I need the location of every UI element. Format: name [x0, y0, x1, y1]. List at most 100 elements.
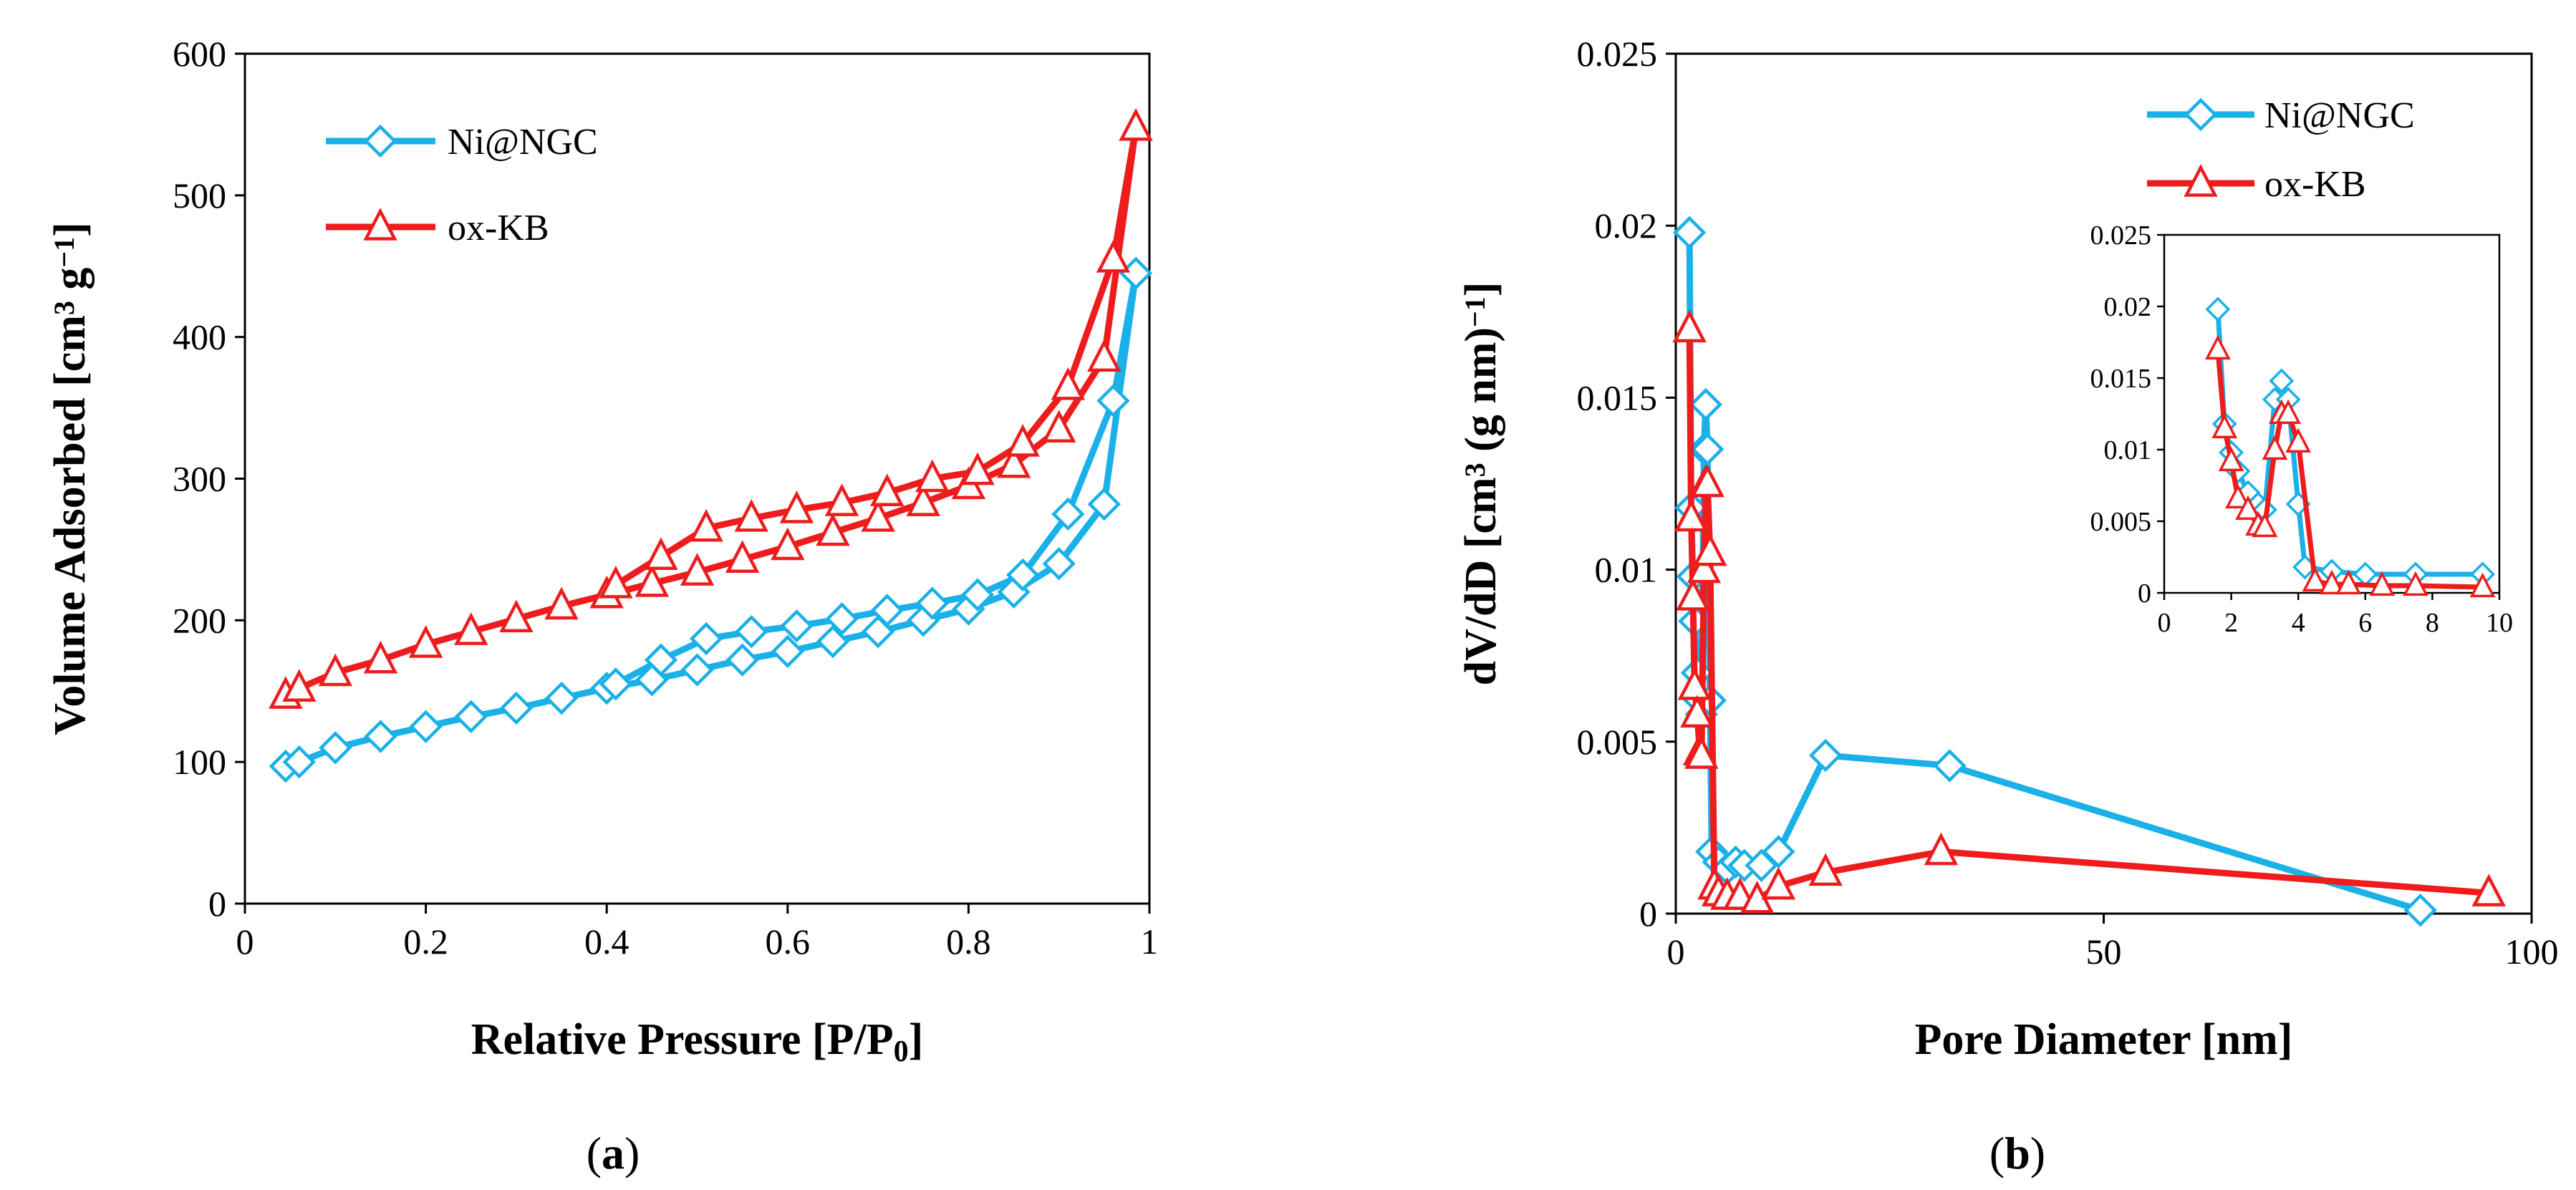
- panel-a-y-axis-title: Volume Adsorbed [cm3 g−1]: [46, 222, 95, 735]
- inset-ytick-label-0: 0: [2138, 579, 2151, 609]
- panel-a-series-1-line: [284, 124, 1139, 699]
- panel-a-series-0-point-11: [725, 643, 759, 677]
- panel-a-series-0-point-23: [1005, 558, 1040, 592]
- panel-a-xlabel-subscript: 0: [894, 1035, 909, 1068]
- inset-series-1-point-16: [2469, 572, 2496, 598]
- inset-plot-frame: [2163, 233, 2501, 594]
- panel-a-series-1-point-4: [408, 625, 443, 658]
- panel-a-series-0-point-28: [780, 609, 814, 643]
- panel-a-series-1-point-9: [635, 564, 670, 597]
- panel-a-ytick-label-3: 300: [173, 459, 226, 499]
- panel-b-ytick-label-5: 0.025: [1577, 34, 1658, 74]
- panel-captions: (a) (b): [587, 1128, 2045, 1179]
- panel-a-series-0-point-25: [915, 586, 950, 620]
- panel-a-series-1-point-14: [861, 499, 895, 532]
- panel-a-series-1-point-5: [454, 612, 488, 645]
- panel-b-series-0-point-8: [1689, 387, 1723, 422]
- panel-a-series-1-point-3: [363, 640, 398, 674]
- panel-a-xlabel-main: Relative Pressure [P/P: [471, 1015, 894, 1064]
- panel-b-y-axis-title: dV/dD [cm3 (g nm)−1]: [1457, 282, 1505, 686]
- panel-b-series-0-point-19: [1933, 749, 1967, 783]
- panel-a-series-1-point-26: [870, 473, 905, 507]
- panel-b-series-1-point-7: [1687, 550, 1722, 584]
- inset-xtick-label-2: 4: [2292, 608, 2305, 638]
- panel-a-ylabel-sup2: −1: [48, 237, 80, 268]
- inset-series-0-point-0: [2205, 296, 2231, 322]
- panel-b-series-1-point-19: [2471, 874, 2506, 906]
- panel-a-series-1-point-31: [644, 537, 678, 571]
- panel-a-series-1-point-6: [499, 599, 534, 633]
- panel-a-series-1-point-21: [1096, 239, 1131, 273]
- panel-b-series-1-point-10: [1693, 533, 1727, 566]
- inset-ytick-label-4: 0.02: [2104, 292, 2152, 322]
- panel-a-series-0-point-19: [1087, 487, 1121, 521]
- panel-a-series-0-point-18: [1042, 547, 1076, 581]
- inset-series-1-point-12: [2319, 569, 2345, 595]
- panel-a-xtick-label-5: 1: [1141, 921, 1159, 962]
- inset-series-1-point-3: [2225, 483, 2251, 509]
- panel-a-ylabel-sup1: 3: [48, 301, 80, 315]
- panel-a-plot-frame: [243, 52, 1151, 905]
- panel-a-series-0-point-6: [499, 691, 534, 725]
- caption-open-paren: (: [1989, 1128, 2005, 1179]
- inset-series-1-point-0: [2204, 334, 2231, 360]
- inset-ytick-label-3: 0.015: [2090, 364, 2152, 394]
- panel-a-ytick-label-1: 100: [173, 742, 226, 782]
- inset-series-1-point-10: [2285, 427, 2312, 453]
- panel-a-xtick-label-3: 0.6: [766, 921, 811, 962]
- panel-a-series-0-point-24: [960, 578, 995, 611]
- panel-a-chart: 0 100 200 300 400 500 600 0 0.2 0.4 0.6 0.8 1 Relativ…: [46, 34, 1159, 1068]
- inset-series-1-point-7: [2262, 435, 2288, 460]
- panel-a-series-0-point-27: [825, 602, 859, 636]
- inset-xtick-label-1: 2: [2224, 608, 2238, 638]
- panel-a-series-1-point-18: [1041, 410, 1076, 443]
- panel-a-series-1-point-7: [544, 586, 579, 620]
- panel-a-series-1-point-29: [734, 499, 768, 532]
- panel-a-ytick-label-0: 0: [208, 884, 226, 924]
- panel-b-xtick-label-0: 0: [1667, 932, 1685, 972]
- panel-a-xtick-label-2: 0.4: [584, 921, 629, 962]
- inset-xtick-label-3: 6: [2358, 608, 2372, 638]
- panel-b-series-0-point-18: [1808, 738, 1843, 773]
- panel-a-series-0-point-13: [816, 624, 850, 659]
- panel-a-series-0-point-26: [870, 594, 904, 627]
- panel-b-inset-chart: 0 0.005 0.01 0.015 0.02 0.025 0 2 4 6 8 10: [2090, 221, 2514, 638]
- panel-b-ylabel-end: ]: [1457, 282, 1505, 297]
- panel-a-legend: Ni@NGC ox-KB: [326, 122, 598, 248]
- panel-b-legend-marker-0: [2184, 97, 2218, 132]
- panel-a-series-1-point-10: [680, 553, 715, 586]
- panel-a-series-0-point-30: [689, 621, 723, 656]
- panel-b-series-1-point-6: [1684, 736, 1719, 769]
- panel-a-series-0-point-29: [735, 614, 768, 649]
- panel-a-series-1-point-1: [282, 669, 317, 702]
- panel-a-legend-label-1: ox-KB: [448, 208, 549, 248]
- panel-b-ytick-label-2: 0.01: [1595, 550, 1658, 590]
- panel-a-ylabel-end: ]: [46, 222, 95, 237]
- panel-a-series-1-point-27: [824, 483, 859, 516]
- panel-b-series-1-point-18: [1924, 832, 1959, 866]
- panel-b-series-1-point-0: [1672, 309, 1707, 343]
- panel-a-legend-label-0: Ni@NGC: [448, 122, 598, 163]
- panel-a-series-1-point-15: [906, 483, 940, 516]
- inset-series-1-point-2: [2218, 446, 2244, 472]
- panel-b-legend-label-0: Ni@NGC: [2264, 95, 2415, 136]
- panel-a-ytick-label-2: 200: [173, 600, 226, 640]
- panel-a-legend-marker-0: [363, 124, 397, 158]
- panel-a-series-1-point-28: [779, 490, 814, 523]
- panel-a-series-1-point-17: [996, 445, 1031, 478]
- panel-a-ytick-label-6: 600: [173, 34, 226, 74]
- panel-a-series-1-point-32: [599, 565, 633, 599]
- inset-xtick-label-4: 8: [2426, 608, 2439, 638]
- inset-series-1-point-11: [2302, 566, 2328, 592]
- panel-b-series-1-point-17: [1808, 853, 1843, 886]
- panel-a-series-1-point-22: [1051, 367, 1086, 400]
- panel-a-series-1-point-13: [816, 513, 850, 546]
- panel-a-series-0-point-12: [771, 634, 804, 669]
- panel-a-series-1-point-19: [1087, 339, 1121, 372]
- panel-a-series-1-point-24: [960, 452, 995, 485]
- panel-a-series-0-point-2: [319, 731, 352, 765]
- panel-a-series-1-point-11: [725, 540, 760, 574]
- panel-a-series-0-point-20: [1119, 256, 1153, 290]
- panel-b-x-axis-title: Pore Diameter [nm]: [1915, 1015, 2293, 1064]
